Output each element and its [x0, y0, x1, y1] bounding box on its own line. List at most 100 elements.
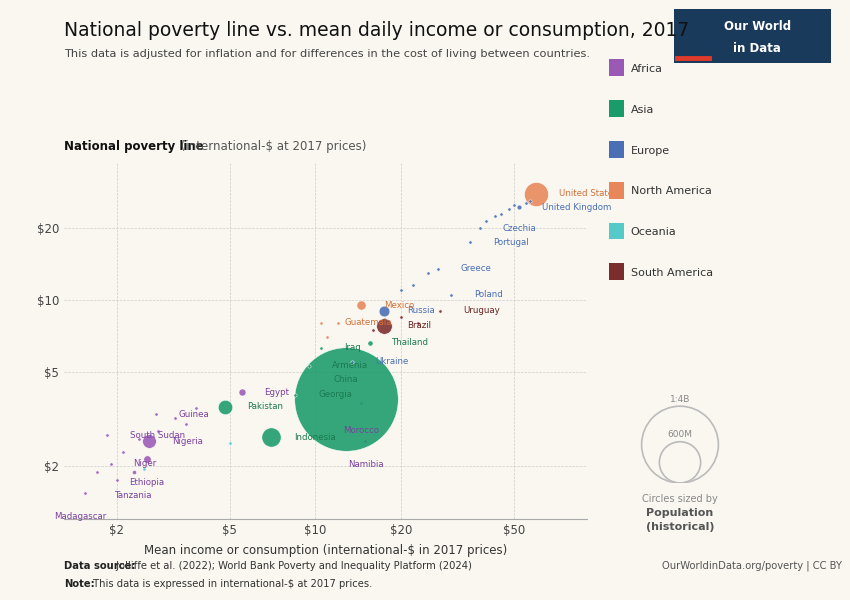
Text: South America: South America [631, 268, 713, 278]
Text: Namibia: Namibia [348, 460, 383, 469]
Text: Our World: Our World [724, 20, 791, 33]
Point [431, 264, 445, 274]
Text: Thailand: Thailand [392, 338, 429, 347]
Text: Pakistan: Pakistan [247, 403, 284, 412]
Text: Population: Population [646, 508, 714, 518]
Point [394, 312, 408, 322]
Point [354, 301, 368, 310]
Text: Niger: Niger [133, 459, 156, 468]
Point [303, 361, 316, 370]
Point [143, 436, 156, 446]
Text: Morocco: Morocco [343, 427, 379, 436]
Text: South Sudan: South Sudan [130, 431, 185, 440]
Point [314, 343, 328, 352]
Point [489, 211, 502, 221]
Point [179, 419, 193, 429]
Text: Egypt: Egypt [264, 388, 289, 397]
Text: in Data: in Data [734, 42, 781, 55]
Text: United States: United States [559, 189, 618, 198]
Text: (historical): (historical) [646, 522, 714, 532]
Point [79, 488, 93, 497]
Point [116, 447, 130, 457]
Point [422, 268, 435, 278]
Text: Madagascar: Madagascar [54, 512, 106, 521]
Point [90, 467, 104, 476]
Point [354, 398, 368, 407]
Point [524, 196, 537, 206]
Point [224, 439, 237, 448]
Text: Jolliffe et al. (2022); World Bank Poverty and Inequality Platform (2024): Jolliffe et al. (2022); World Bank Pover… [113, 561, 472, 571]
Point [377, 306, 391, 316]
Point [406, 281, 420, 290]
Text: Russia: Russia [407, 307, 435, 316]
Text: Tanzania: Tanzania [116, 491, 153, 500]
Point [507, 200, 521, 210]
Point [289, 390, 303, 400]
Point [235, 387, 248, 397]
Text: United Kingdom: United Kingdom [541, 203, 611, 212]
Point [394, 285, 408, 295]
Text: Iraq: Iraq [344, 343, 361, 352]
Text: Brazil: Brazil [407, 321, 431, 330]
X-axis label: Mean income or consumption (international-$ in 2017 prices): Mean income or consumption (internationa… [144, 544, 507, 557]
Text: 1:4B: 1:4B [670, 395, 690, 404]
Point [133, 434, 146, 444]
Text: This data is expressed in international-$ at 2017 prices.: This data is expressed in international-… [90, 579, 372, 589]
Text: Guinea: Guinea [178, 410, 210, 419]
Point [494, 209, 507, 218]
Text: Indonesia: Indonesia [294, 433, 336, 442]
Text: National poverty line: National poverty line [64, 140, 203, 153]
Point [411, 318, 425, 328]
Text: Europe: Europe [631, 146, 670, 155]
Text: Data source:: Data source: [64, 561, 135, 571]
Text: Czechia: Czechia [503, 224, 536, 233]
Point [264, 433, 278, 442]
Point [150, 410, 163, 419]
Text: This data is adjusted for inflation and for differences in the cost of living be: This data is adjusted for inflation and … [64, 49, 590, 59]
Text: (international-$ at 2017 prices): (international-$ at 2017 prices) [177, 140, 366, 153]
Point [363, 338, 377, 347]
Text: National poverty line vs. mean daily income or consumption, 2017: National poverty line vs. mean daily inc… [64, 21, 689, 40]
Text: Greece: Greece [461, 265, 491, 274]
Text: 600M: 600M [667, 430, 693, 439]
Point [445, 290, 458, 299]
Point [366, 325, 380, 334]
Text: Circles sized by: Circles sized by [642, 494, 718, 504]
Point [110, 475, 124, 485]
Point [138, 464, 151, 473]
Text: Armenia: Armenia [332, 361, 368, 370]
Point [168, 413, 182, 422]
Text: Portugal: Portugal [493, 238, 529, 247]
Text: North America: North America [631, 187, 711, 196]
Text: Poland: Poland [473, 290, 502, 299]
Point [218, 402, 232, 412]
Point [190, 404, 203, 413]
Text: Oceania: Oceania [631, 227, 677, 237]
Text: Asia: Asia [631, 105, 654, 115]
Text: Africa: Africa [631, 64, 663, 74]
Text: OurWorldinData.org/poverty | CC BY: OurWorldinData.org/poverty | CC BY [661, 560, 842, 571]
Point [512, 203, 525, 212]
Text: Nigeria: Nigeria [172, 437, 203, 446]
Point [473, 224, 487, 233]
Text: Note:: Note: [64, 579, 94, 589]
Point [104, 459, 117, 469]
Point [530, 189, 543, 199]
Text: Ukraine: Ukraine [375, 357, 409, 366]
Text: Guatemala: Guatemala [344, 319, 392, 328]
Point [314, 318, 328, 328]
Point [434, 306, 447, 316]
FancyBboxPatch shape [674, 9, 831, 63]
Point [100, 430, 114, 440]
Text: Mexico: Mexico [384, 301, 414, 310]
Point [151, 427, 165, 436]
Point [479, 216, 493, 226]
Text: China: China [333, 375, 358, 384]
Text: Uruguay: Uruguay [463, 307, 500, 316]
Text: Georgia: Georgia [318, 390, 352, 399]
Point [140, 454, 154, 464]
Point [502, 205, 516, 214]
Point [128, 467, 141, 476]
Point [339, 394, 353, 403]
Point [519, 199, 533, 208]
